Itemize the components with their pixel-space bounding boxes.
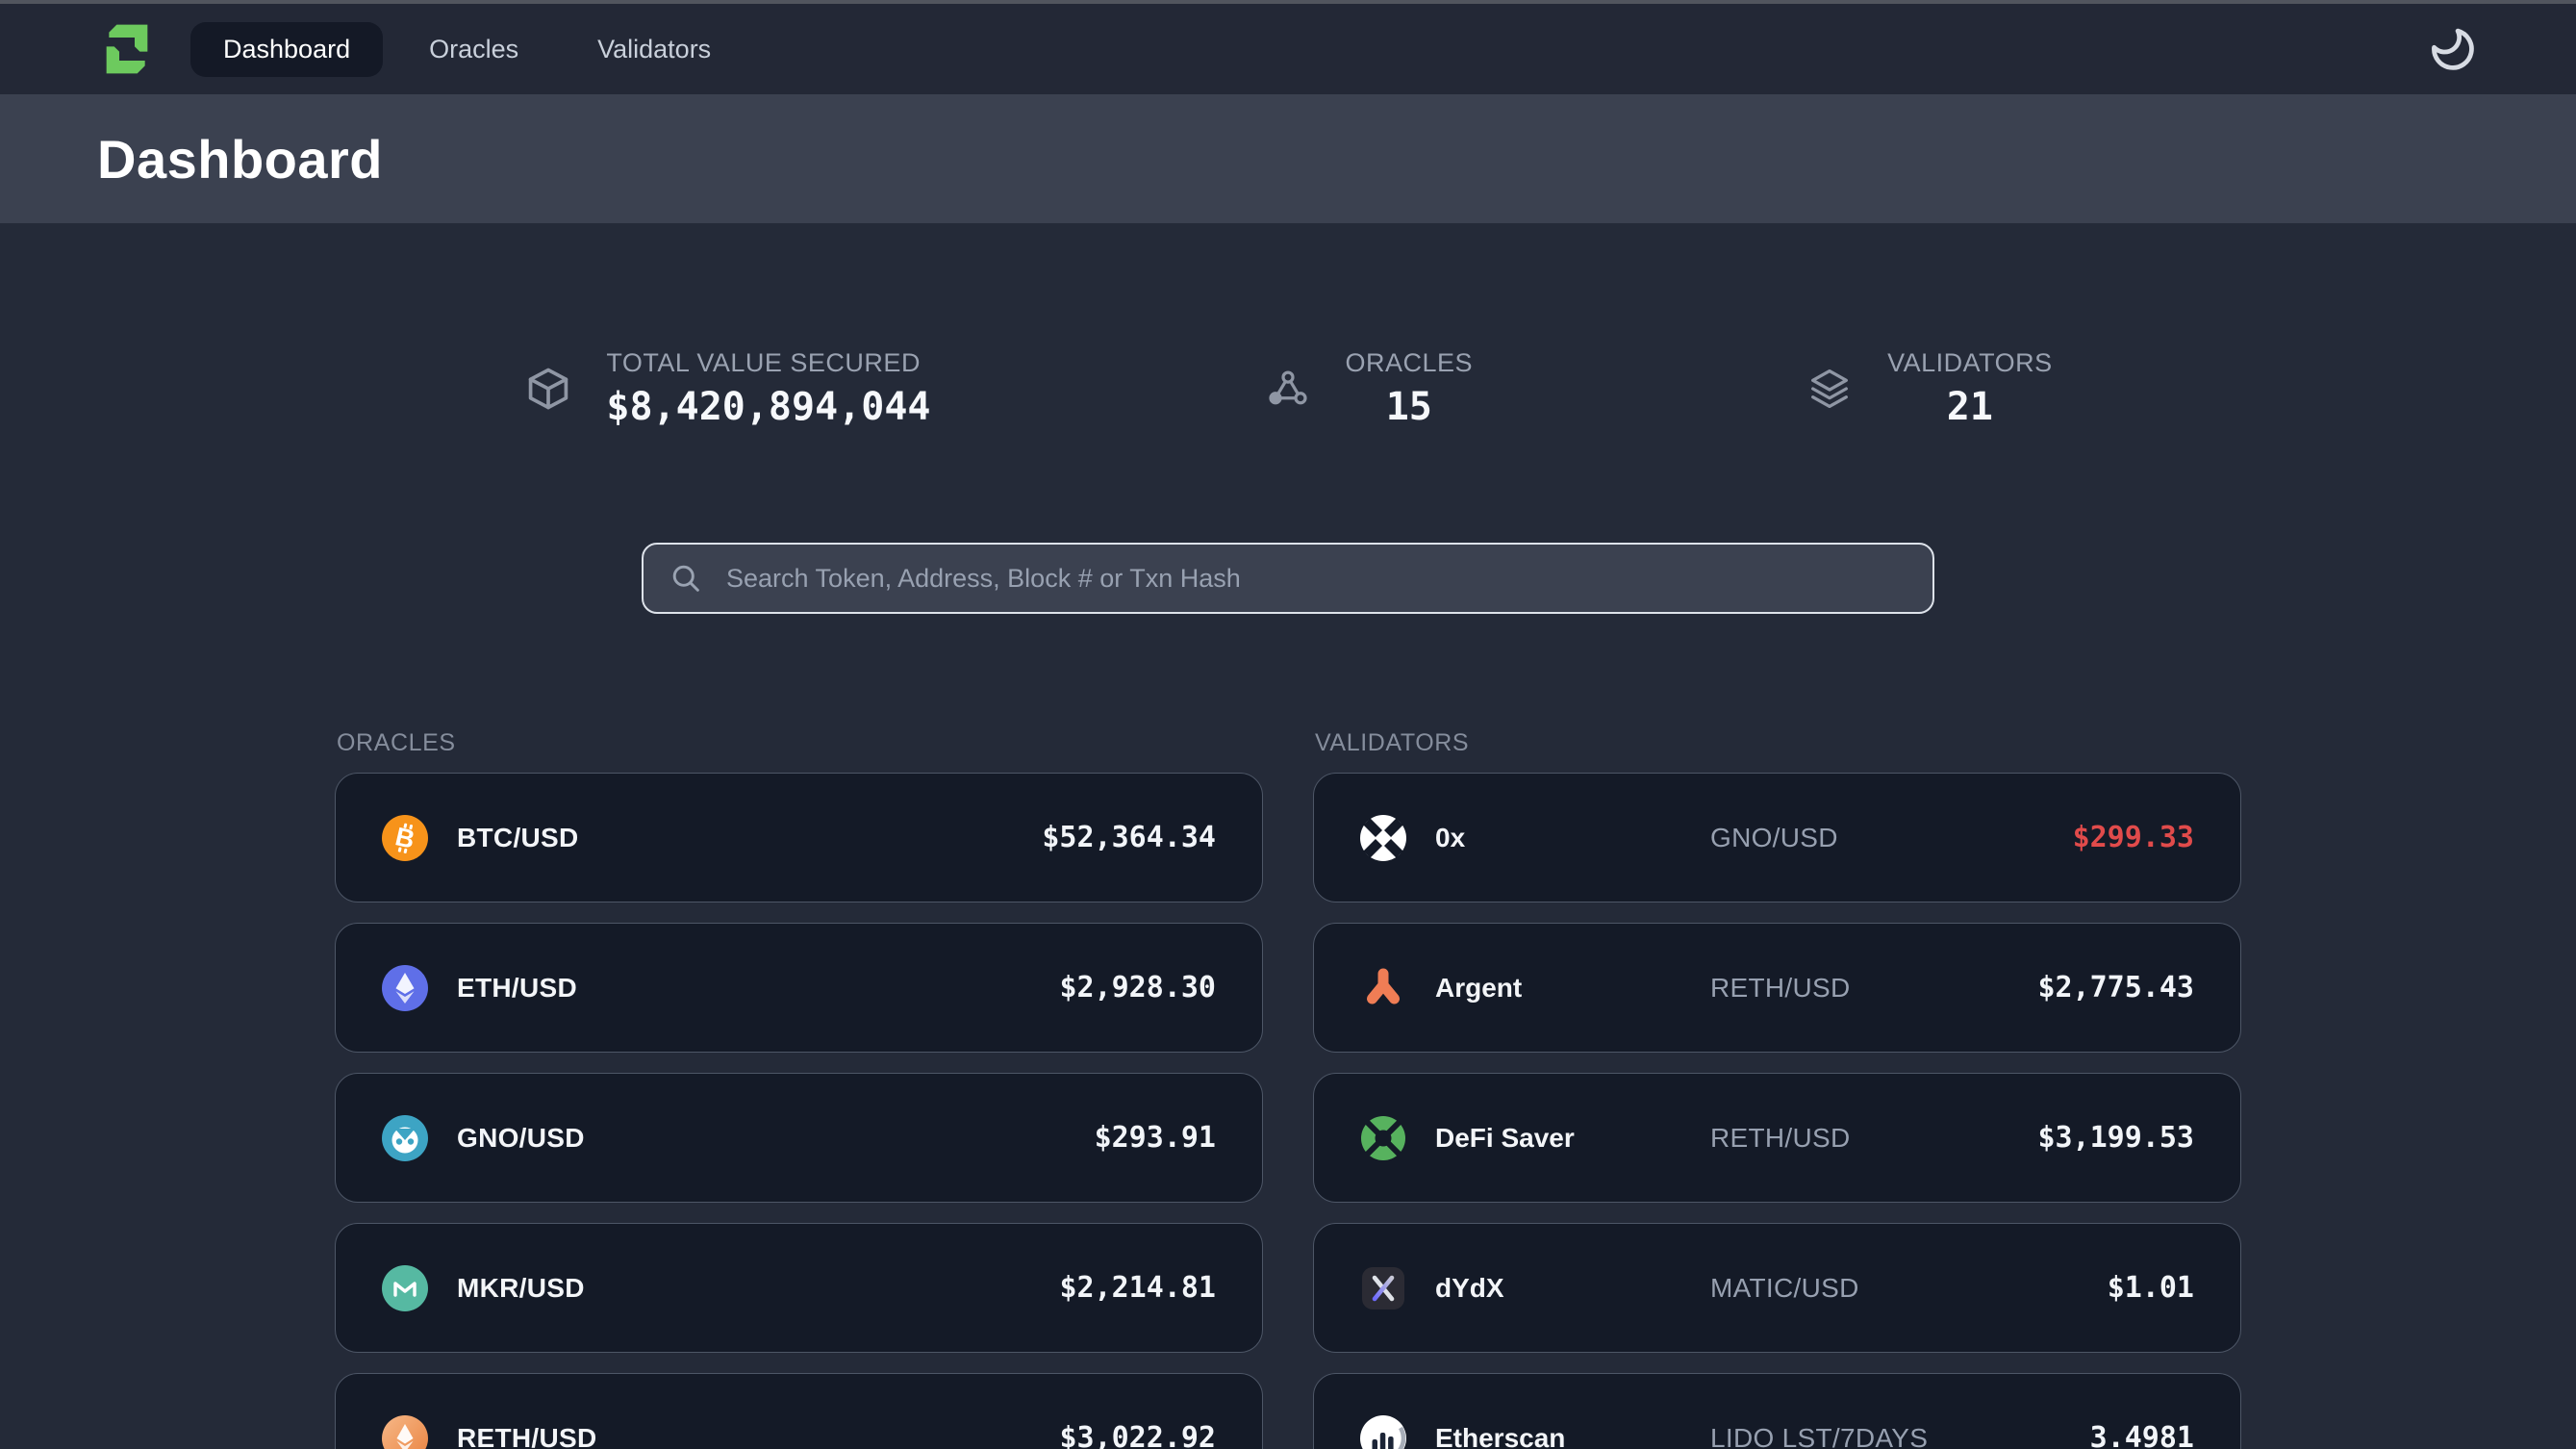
nav-tab-dashboard[interactable]: Dashboard bbox=[190, 21, 384, 77]
eth-icon bbox=[382, 964, 428, 1011]
top-nav-bar: Dashboard Oracles Validators bbox=[0, 4, 2576, 94]
page-header-band: Dashboard bbox=[0, 94, 2576, 223]
oracle-pair: ETH/USD bbox=[457, 972, 577, 1003]
validator-name: Etherscan bbox=[1435, 1422, 1566, 1449]
oracle-price: $2,928.30 bbox=[1059, 971, 1216, 1004]
validator-name: Argent bbox=[1435, 972, 1523, 1003]
validator-name: dYdX bbox=[1435, 1272, 1504, 1303]
nav-tab-oracles[interactable]: Oracles bbox=[396, 22, 551, 77]
oracle-row-gno[interactable]: GNO/USD $293.91 bbox=[335, 1073, 1263, 1203]
validator-price: 3.4981 bbox=[2089, 1421, 2194, 1449]
validator-row-etherscan[interactable]: Etherscan LIDO LST/7DAYS 3.4981 bbox=[1313, 1373, 2241, 1449]
oracle-row-eth[interactable]: ETH/USD $2,928.30 bbox=[335, 923, 1263, 1053]
main-nav: Dashboard Oracles Validators bbox=[190, 21, 744, 77]
stat-label: TOTAL VALUE SECURED bbox=[606, 348, 921, 377]
stat-label: ORACLES bbox=[1345, 348, 1474, 377]
oracle-pair: RETH/USD bbox=[457, 1422, 597, 1449]
0x-icon bbox=[1360, 814, 1406, 861]
gno-icon bbox=[382, 1114, 428, 1161]
oracle-price: $2,214.81 bbox=[1059, 1271, 1216, 1305]
search-input[interactable] bbox=[642, 543, 1934, 614]
stat-total-value-secured: TOTAL VALUE SECURED $8,420,894,044 bbox=[523, 348, 931, 429]
cube-icon bbox=[529, 368, 568, 410]
defisaver-icon bbox=[1361, 1115, 1405, 1160]
oracle-price: $293.91 bbox=[1094, 1121, 1216, 1155]
argent-icon bbox=[1367, 968, 1400, 1004]
mkr-icon bbox=[382, 1264, 428, 1311]
stat-value: 21 bbox=[1946, 385, 1993, 429]
validator-row-0x[interactable]: 0x GNO/USD $299.33 bbox=[1313, 773, 2241, 902]
oracle-row-reth[interactable]: RETH/USD $3,022.92 bbox=[335, 1373, 1263, 1449]
oracle-price: $3,022.92 bbox=[1059, 1421, 1216, 1449]
theme-toggle-button[interactable] bbox=[2426, 22, 2480, 76]
stat-label: VALIDATORS bbox=[1887, 348, 2053, 377]
etherscan-icon bbox=[1360, 1414, 1406, 1449]
oracles-column: ORACLES B BTC/USD $52,364.34 bbox=[335, 729, 1263, 1449]
reth-icon bbox=[382, 1414, 428, 1449]
validator-name: DeFi Saver bbox=[1435, 1122, 1575, 1153]
stat-value: 15 bbox=[1385, 385, 1432, 429]
oracle-row-mkr[interactable]: MKR/USD $2,214.81 bbox=[335, 1223, 1263, 1353]
oracles-heading: ORACLES bbox=[337, 729, 456, 756]
window-edge-strip bbox=[0, 0, 2576, 4]
validator-pair: RETH/USD bbox=[1710, 972, 1851, 1003]
validator-pair: RETH/USD bbox=[1710, 1122, 1851, 1153]
validator-price: $3,199.53 bbox=[2037, 1121, 2194, 1155]
oracle-row-btc[interactable]: B BTC/USD $52,364.34 bbox=[335, 773, 1263, 902]
validator-pair: MATIC/USD bbox=[1710, 1272, 1859, 1303]
network-nodes-icon bbox=[1268, 370, 1307, 405]
stats-row: TOTAL VALUE SECURED $8,420,894,044 ORACL… bbox=[0, 348, 2576, 429]
stat-value: $8,420,894,044 bbox=[606, 385, 931, 429]
validator-pair: LIDO LST/7DAYS bbox=[1710, 1422, 1929, 1449]
page-title: Dashboard bbox=[97, 128, 383, 190]
validator-price: $1.01 bbox=[2107, 1271, 2194, 1305]
validators-column: VALIDATORS 0x GNO/USD $299.33 bbox=[1313, 729, 2241, 1449]
stat-validators-count: VALIDATORS 21 bbox=[1805, 348, 2053, 429]
validator-name: 0x bbox=[1435, 822, 1466, 852]
brand-logo-icon[interactable] bbox=[96, 18, 158, 80]
validator-price: $2,775.43 bbox=[2037, 971, 2194, 1004]
oracle-pair: MKR/USD bbox=[457, 1272, 585, 1303]
layers-icon bbox=[1811, 369, 1849, 409]
validator-row-dydx[interactable]: dYdX MATIC/USD $1.01 bbox=[1313, 1223, 2241, 1353]
stat-oracles-count: ORACLES 15 bbox=[1263, 348, 1474, 429]
btc-icon: B bbox=[382, 814, 428, 861]
oracle-pair: BTC/USD bbox=[457, 822, 579, 852]
moon-icon bbox=[2432, 28, 2474, 70]
dydx-icon bbox=[1362, 1266, 1404, 1309]
validator-pair: GNO/USD bbox=[1710, 822, 1838, 852]
search-bar bbox=[642, 543, 1934, 614]
oracle-price: $52,364.34 bbox=[1042, 821, 1216, 854]
nav-tab-validators[interactable]: Validators bbox=[565, 22, 744, 77]
oracle-pair: GNO/USD bbox=[457, 1122, 585, 1153]
validator-row-defisaver[interactable]: DeFi Saver RETH/USD $3,199.53 bbox=[1313, 1073, 2241, 1203]
lists-section: ORACLES B BTC/USD $52,364.34 bbox=[335, 729, 2241, 1449]
validator-price: $299.33 bbox=[2072, 821, 2194, 854]
validators-heading: VALIDATORS bbox=[1315, 729, 1470, 756]
validator-row-argent[interactable]: Argent RETH/USD $2,775.43 bbox=[1313, 923, 2241, 1053]
